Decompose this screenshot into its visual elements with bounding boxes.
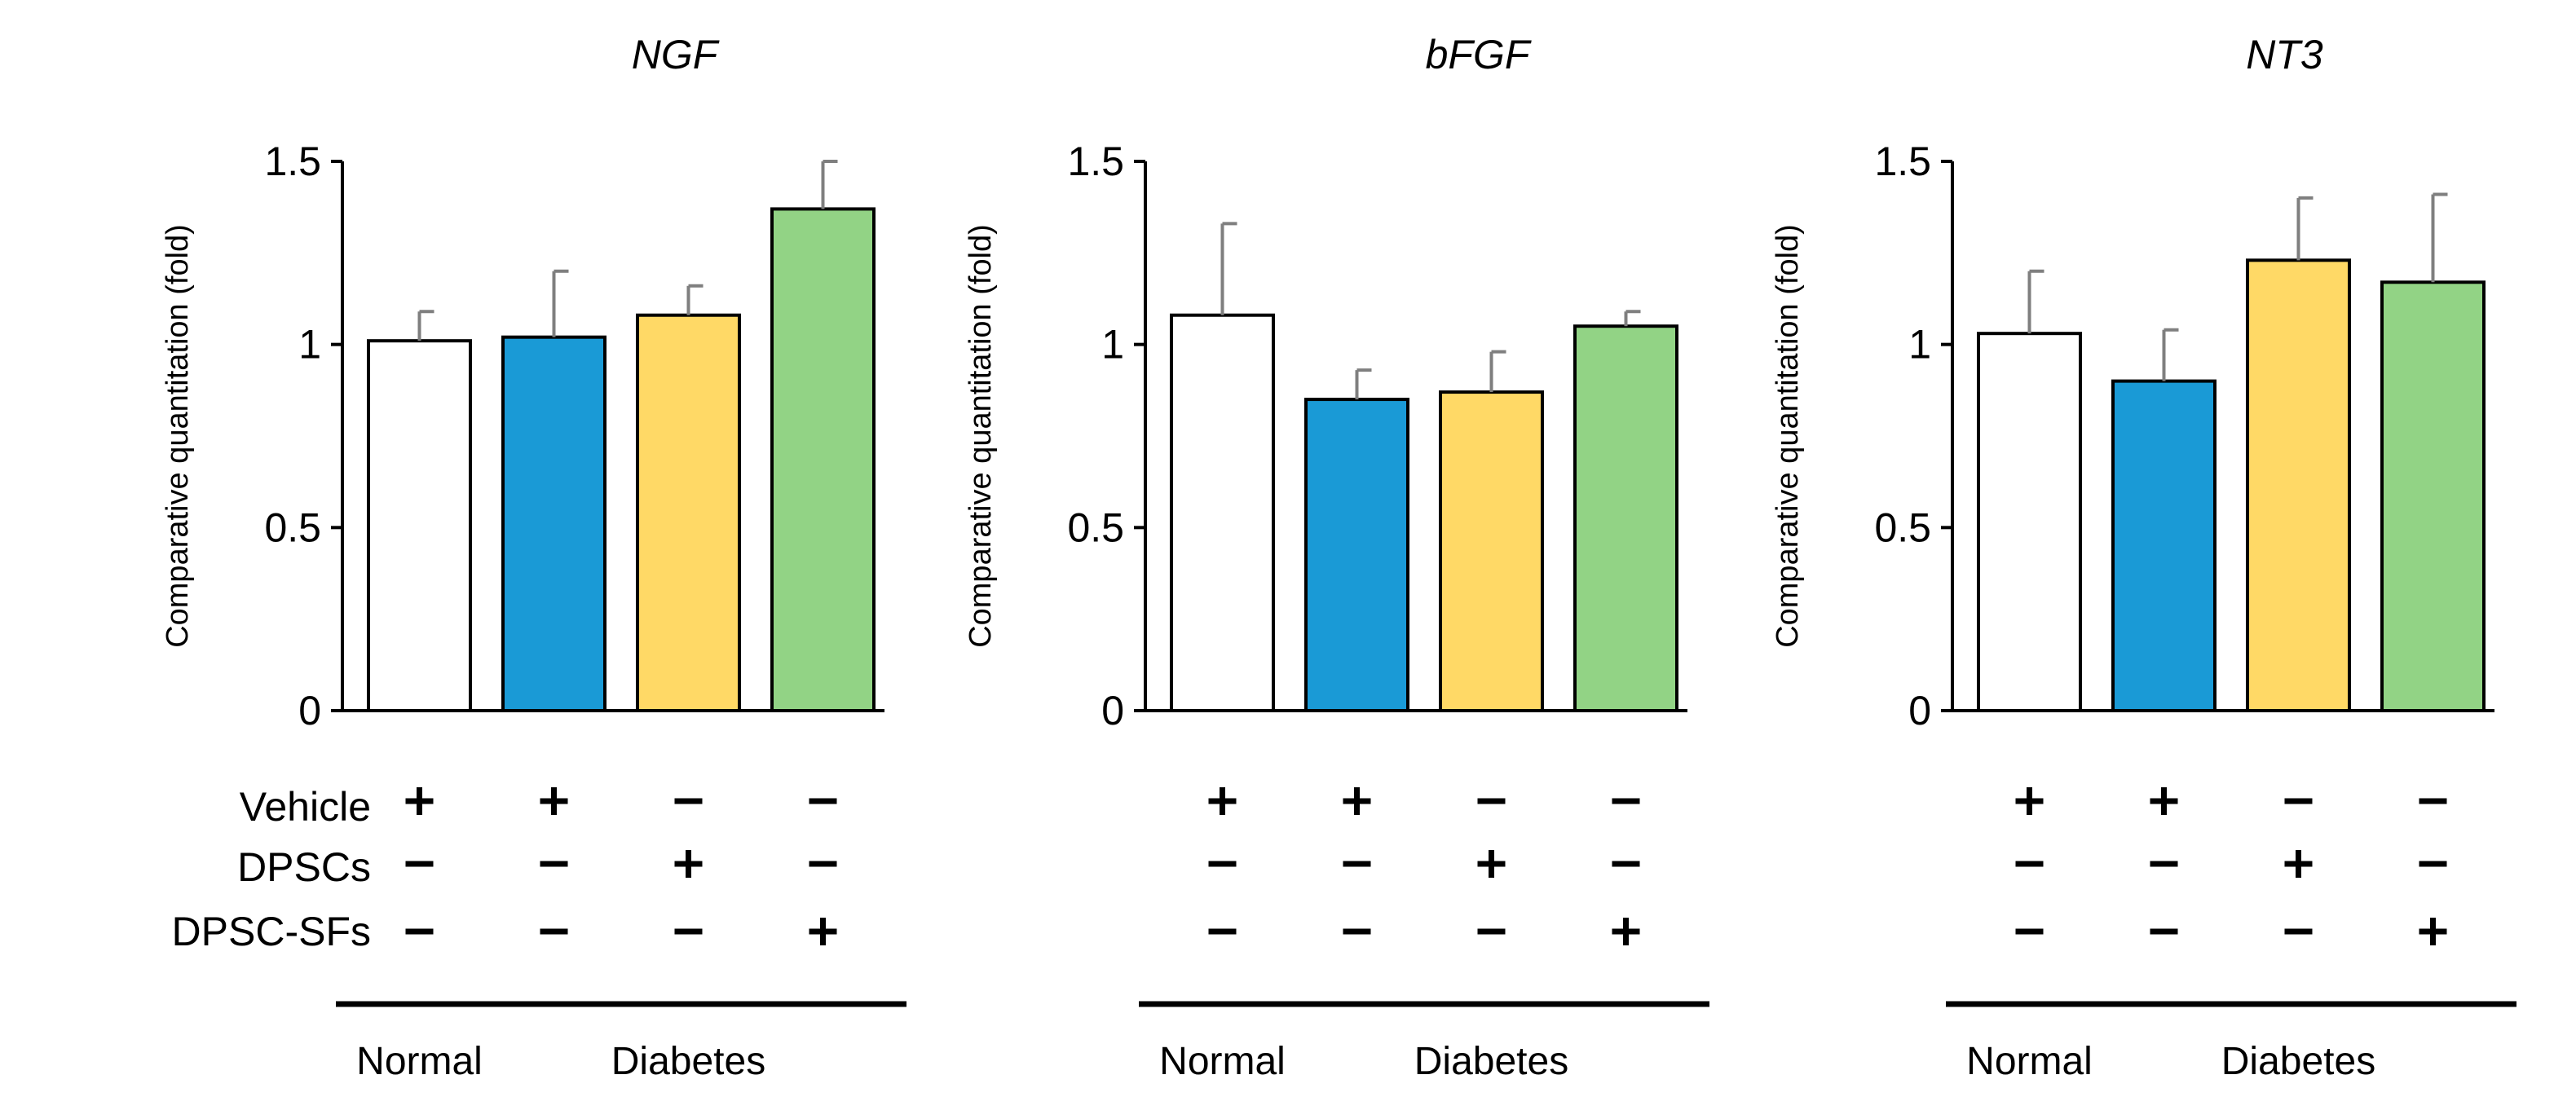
plus-sign [1477,850,1506,878]
bar [2246,258,2351,712]
y-tick-label: 0.5 [264,504,321,550]
group-label-diabetes: Diabetes [2221,1040,2375,1083]
row-label-dpsc-sfs: DPSC-SFs [172,909,371,954]
plus-sign [1612,918,1640,945]
y-tick-label: 0.5 [1067,504,1124,550]
plus-sign [674,850,703,878]
y-tick-label: 0.5 [1874,504,1931,550]
bar [367,339,472,712]
panels: NGF Comparative quantitation (fold) 0 0.5 1 1… [161,32,2516,1083]
bar [1977,332,2082,712]
plus-sign [2284,850,2313,878]
plus-sign [2015,787,2044,815]
group-label-normal: Normal [356,1040,483,1083]
bar [1573,324,1678,712]
y-axis-label: Comparative quantitation (fold) [161,224,195,648]
group-label-diabetes: Diabetes [611,1040,765,1083]
y-tick-label: 0 [1101,688,1124,733]
bar [1304,398,1409,712]
group-label-normal: Normal [1159,1040,1286,1083]
chart-panel-ngf: NGF Comparative quantitation (fold) 0 0.5 1 1… [161,32,906,1083]
plus-sign [2419,918,2447,945]
y-tick-label: 1.5 [1067,139,1124,184]
y-tick-label: 0 [298,688,321,733]
plus-sign [540,787,568,815]
chart-title: NGF [632,32,720,77]
chart-title: bFGF [1426,32,1532,77]
plus-sign [405,787,434,815]
y-tick-label: 1.5 [264,139,321,184]
bar [1170,313,1275,712]
chart-panel-nt3: NT3 Comparative quantitation (fold) 0 0.5 1 1… [1771,32,2516,1083]
bar [501,335,607,712]
row-label-vehicle: Vehicle [240,784,371,830]
y-axis-label: Comparative quantitation (fold) [964,224,998,648]
y-tick-label: 0 [1908,688,1931,733]
group-label-normal: Normal [1966,1040,2093,1083]
y-tick-label: 1.5 [1874,139,1931,184]
plus-sign [1343,787,1371,815]
row-label-dpscs: DPSCs [237,844,371,890]
chart-panel-bfgf: bFGF Comparative quantitation (fold) 0 0.5 1… [964,32,1709,1083]
plus-sign [2150,787,2178,815]
row-labels: Vehicle DPSCs DPSC-SFs [172,784,371,954]
group-label-diabetes: Diabetes [1414,1040,1568,1083]
y-tick-label: 1 [1101,322,1124,368]
bar [2380,280,2486,712]
chart-title: NT3 [2246,32,2323,77]
plus-sign [809,918,837,945]
bar [636,313,741,712]
y-tick-label: 1 [298,322,321,368]
y-axis-label: Comparative quantitation (fold) [1771,224,1805,648]
plus-sign [1208,787,1237,815]
y-tick-label: 1 [1908,322,1931,368]
bar [1439,390,1544,712]
bar [770,207,876,712]
bar [2111,379,2217,712]
